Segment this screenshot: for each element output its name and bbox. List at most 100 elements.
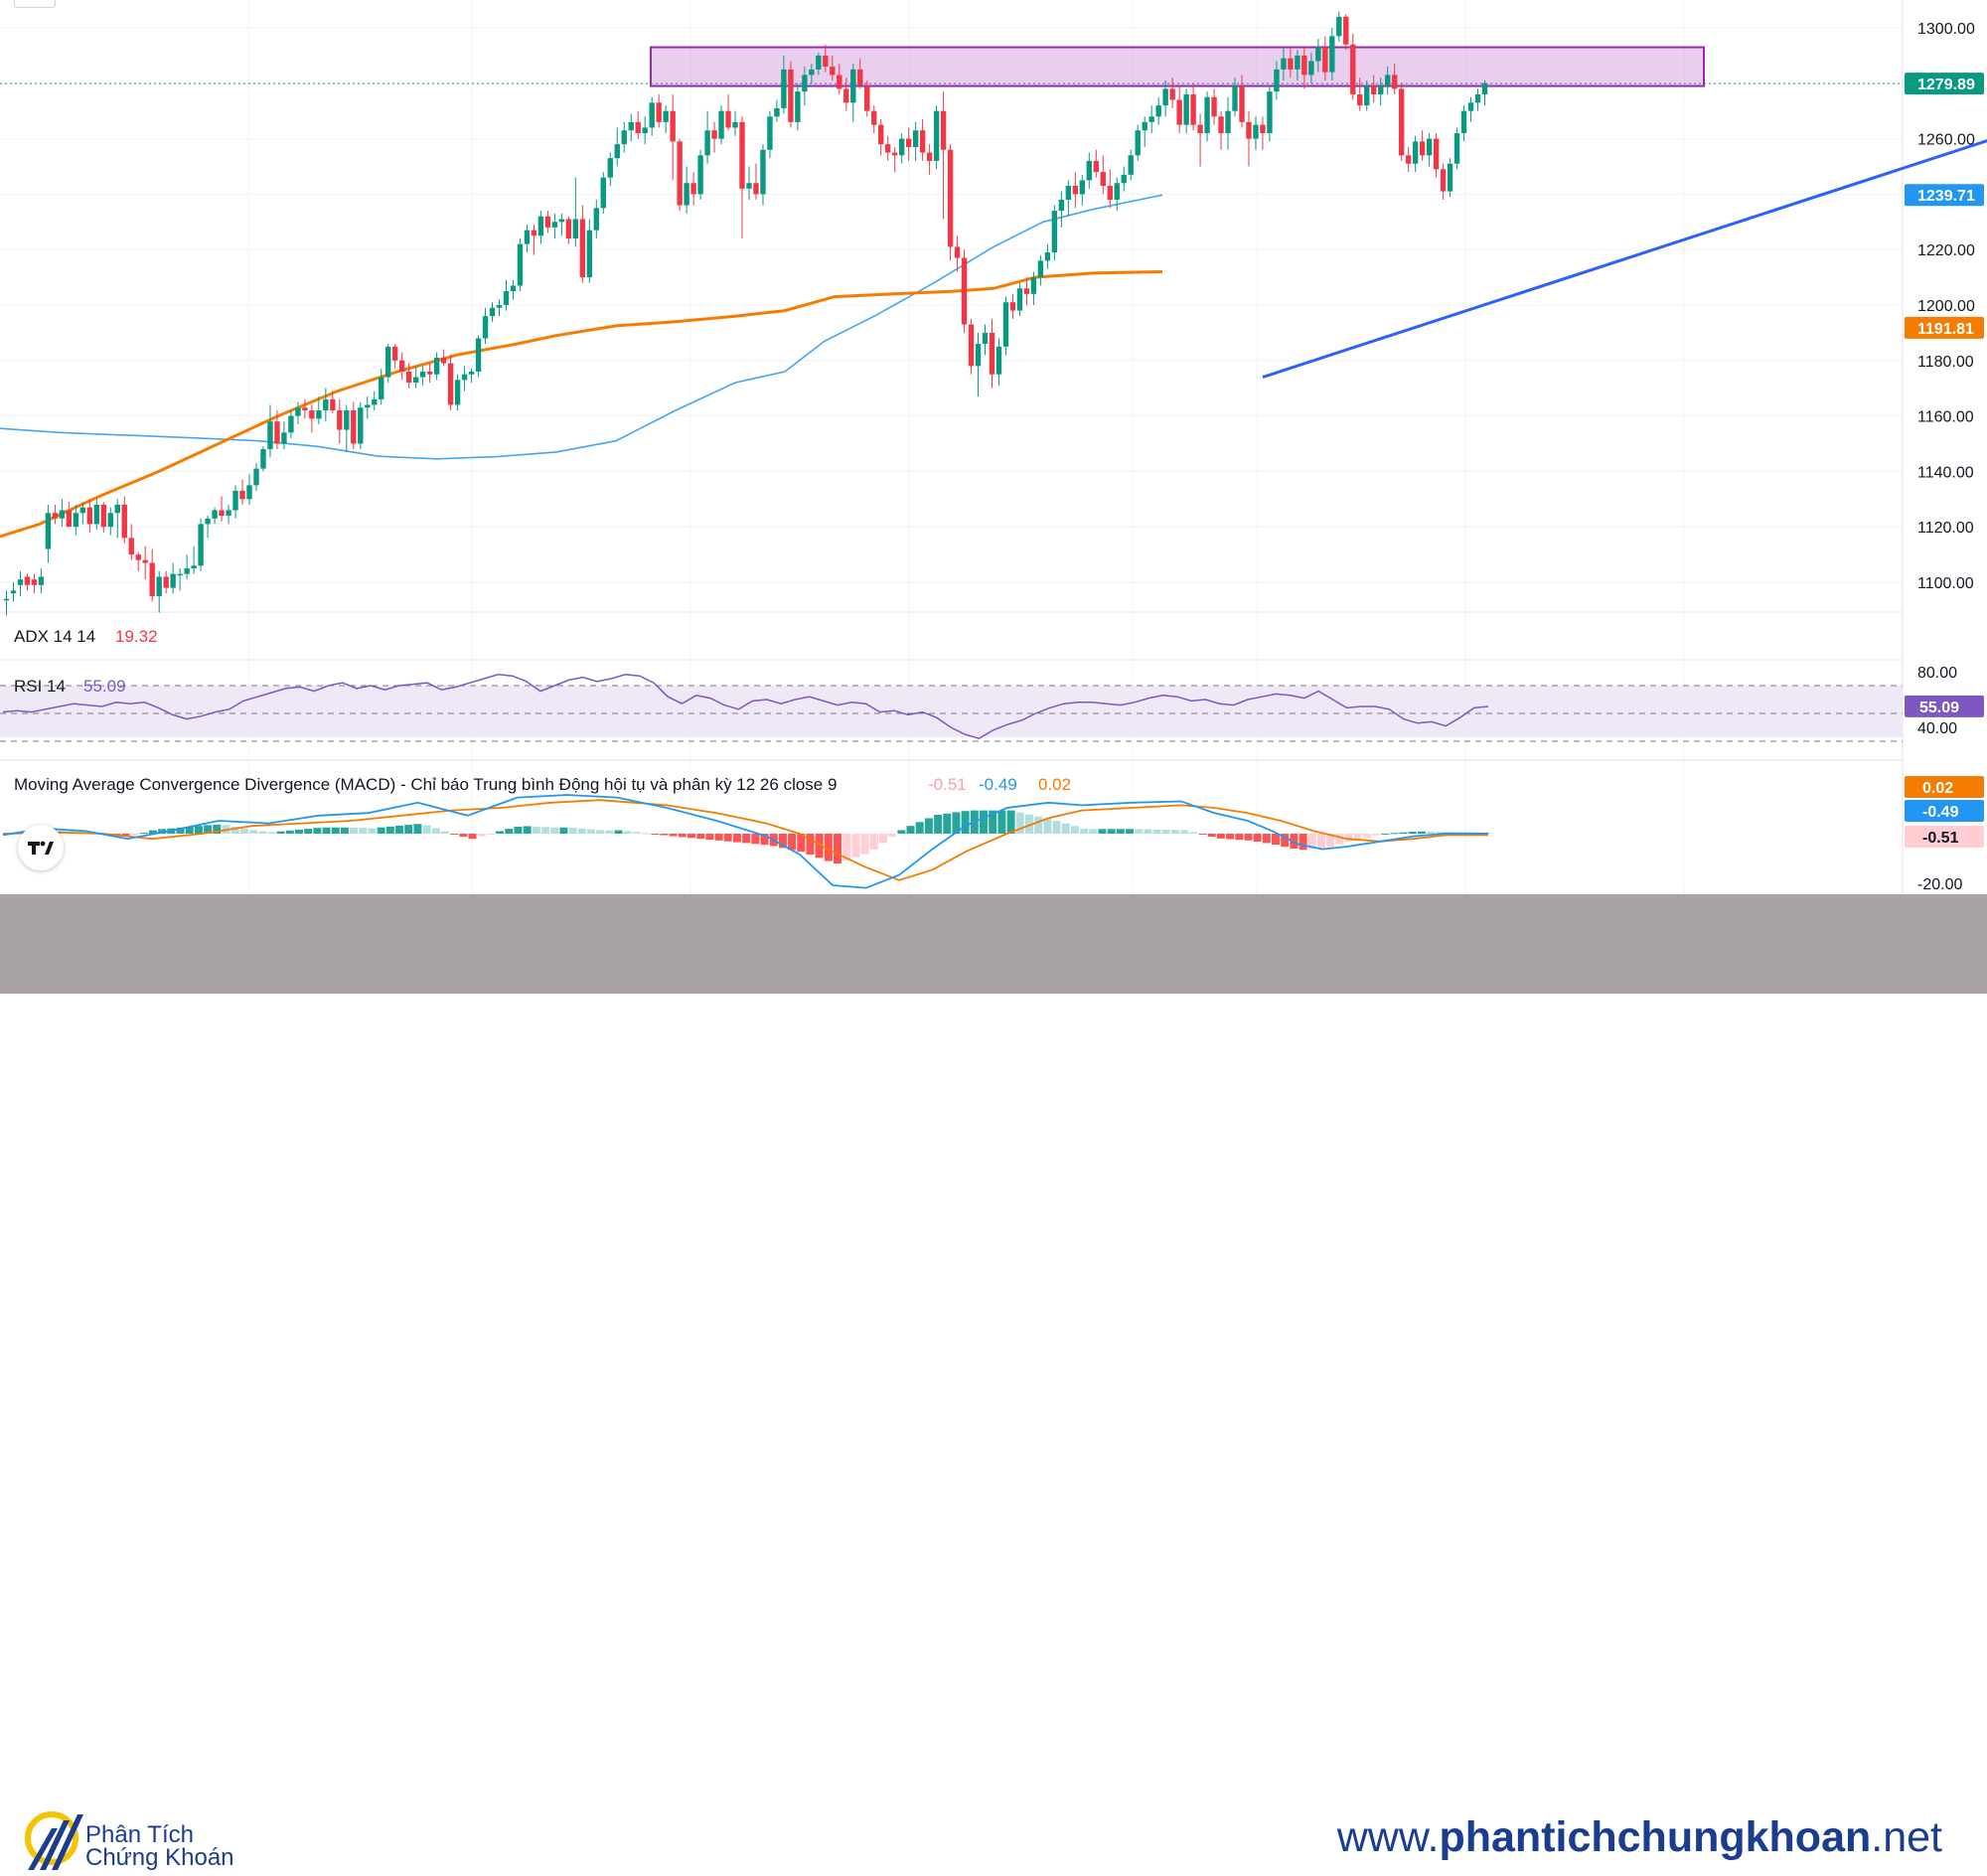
macd-histogram-bar — [1381, 833, 1390, 835]
candle-body — [1121, 174, 1127, 184]
tradingview-logo[interactable] — [18, 825, 64, 870]
price-label-bg — [1905, 184, 1984, 207]
candle — [1135, 124, 1141, 161]
candle-body — [212, 510, 218, 519]
candle-body — [177, 573, 183, 576]
candle — [1336, 11, 1342, 42]
candle — [1433, 133, 1440, 178]
candle — [746, 166, 752, 200]
macd-histogram-bar — [906, 826, 915, 834]
candle — [878, 119, 884, 156]
candle-body — [1093, 160, 1099, 173]
macd-panel: Moving Average Convergence Divergence (M… — [2, 775, 1490, 889]
candle-body — [433, 358, 440, 375]
candle-body — [385, 346, 391, 378]
candle — [510, 279, 517, 300]
candle-body — [170, 573, 176, 588]
macd-histogram-bar — [669, 834, 678, 837]
candle — [912, 121, 919, 161]
candle — [1142, 116, 1147, 147]
website-url[interactable]: www.phantichchungkhoan.net — [1337, 1813, 1942, 1862]
candle — [73, 504, 79, 536]
candle-body — [405, 371, 412, 384]
candle-body — [753, 183, 759, 195]
macd-histogram-bar — [1362, 834, 1371, 838]
candle-body — [850, 69, 856, 103]
candle-body — [156, 576, 162, 596]
candle — [447, 355, 454, 411]
price-panel: ADX 14 14 19.32 — [0, 11, 1987, 646]
candle — [1232, 78, 1238, 117]
macd-histogram-bar — [705, 834, 714, 841]
candle-body — [635, 121, 641, 134]
candle — [1009, 293, 1016, 319]
candle — [885, 135, 891, 161]
candle — [677, 138, 683, 212]
candle-body — [1447, 163, 1453, 192]
candle — [1030, 271, 1037, 305]
candle — [572, 177, 579, 247]
candle — [837, 64, 842, 94]
candle-body — [219, 510, 225, 517]
macd-histogram-bar — [568, 827, 577, 834]
macd-histogram-bar — [688, 834, 696, 839]
macd-value-badge: -0.51 — [1905, 826, 1984, 848]
candle — [635, 110, 641, 139]
candle-body — [107, 513, 113, 528]
candle-body — [1183, 93, 1189, 125]
candle — [198, 518, 204, 571]
candle — [309, 404, 315, 433]
candle — [690, 172, 696, 206]
candle — [1322, 36, 1328, 81]
candle-body — [968, 324, 975, 367]
candle — [1308, 53, 1314, 83]
macd-histogram-bar — [1244, 834, 1253, 841]
candle-body — [1405, 155, 1412, 164]
candle — [816, 53, 822, 76]
candle — [1044, 243, 1051, 269]
price-tick-label: 1140.00 — [1917, 464, 1974, 481]
candle-body — [392, 346, 398, 361]
candle — [1364, 80, 1370, 111]
macd-badge-bg — [1905, 800, 1984, 822]
macd-histogram-bar — [276, 831, 285, 834]
candle — [135, 551, 141, 571]
candle — [1405, 146, 1412, 173]
candle — [379, 369, 384, 405]
candle-body — [725, 110, 731, 128]
candle-body — [1051, 211, 1058, 252]
macd-histogram-bar — [514, 826, 523, 834]
candle-body — [670, 110, 676, 142]
candle — [31, 573, 38, 594]
candle — [517, 238, 524, 292]
candle — [281, 421, 287, 450]
macd-histogram-bar — [1089, 829, 1098, 834]
candle — [1121, 166, 1127, 192]
candle — [961, 249, 968, 333]
rsi-badge-text: 55.09 — [1919, 700, 1959, 716]
candle-body — [1218, 116, 1224, 134]
collapse-button[interactable] — [14, 0, 56, 8]
brand-name: Phân Tích Chứng Khoán — [85, 1823, 234, 1870]
candle — [45, 504, 52, 563]
candle — [93, 499, 100, 530]
macd-histogram-bar — [313, 828, 322, 834]
candle — [781, 55, 787, 114]
macd-histogram-bar — [176, 827, 185, 834]
candle-body — [1239, 85, 1245, 122]
candle — [1086, 152, 1092, 189]
candle — [830, 55, 836, 81]
macd-histogram-bar — [1299, 834, 1307, 851]
candle-body — [864, 85, 870, 111]
candle — [1426, 133, 1433, 167]
candle — [1058, 191, 1065, 228]
macd-histogram-bar — [714, 834, 723, 841]
candle — [405, 363, 412, 389]
macd-histogram-bar — [642, 833, 651, 835]
candle — [351, 401, 357, 450]
candle-body — [38, 576, 45, 585]
macd-histogram-bar — [778, 834, 787, 849]
candle — [857, 58, 863, 89]
macd-histogram-bar — [1098, 829, 1107, 834]
candle-body — [995, 346, 1002, 375]
